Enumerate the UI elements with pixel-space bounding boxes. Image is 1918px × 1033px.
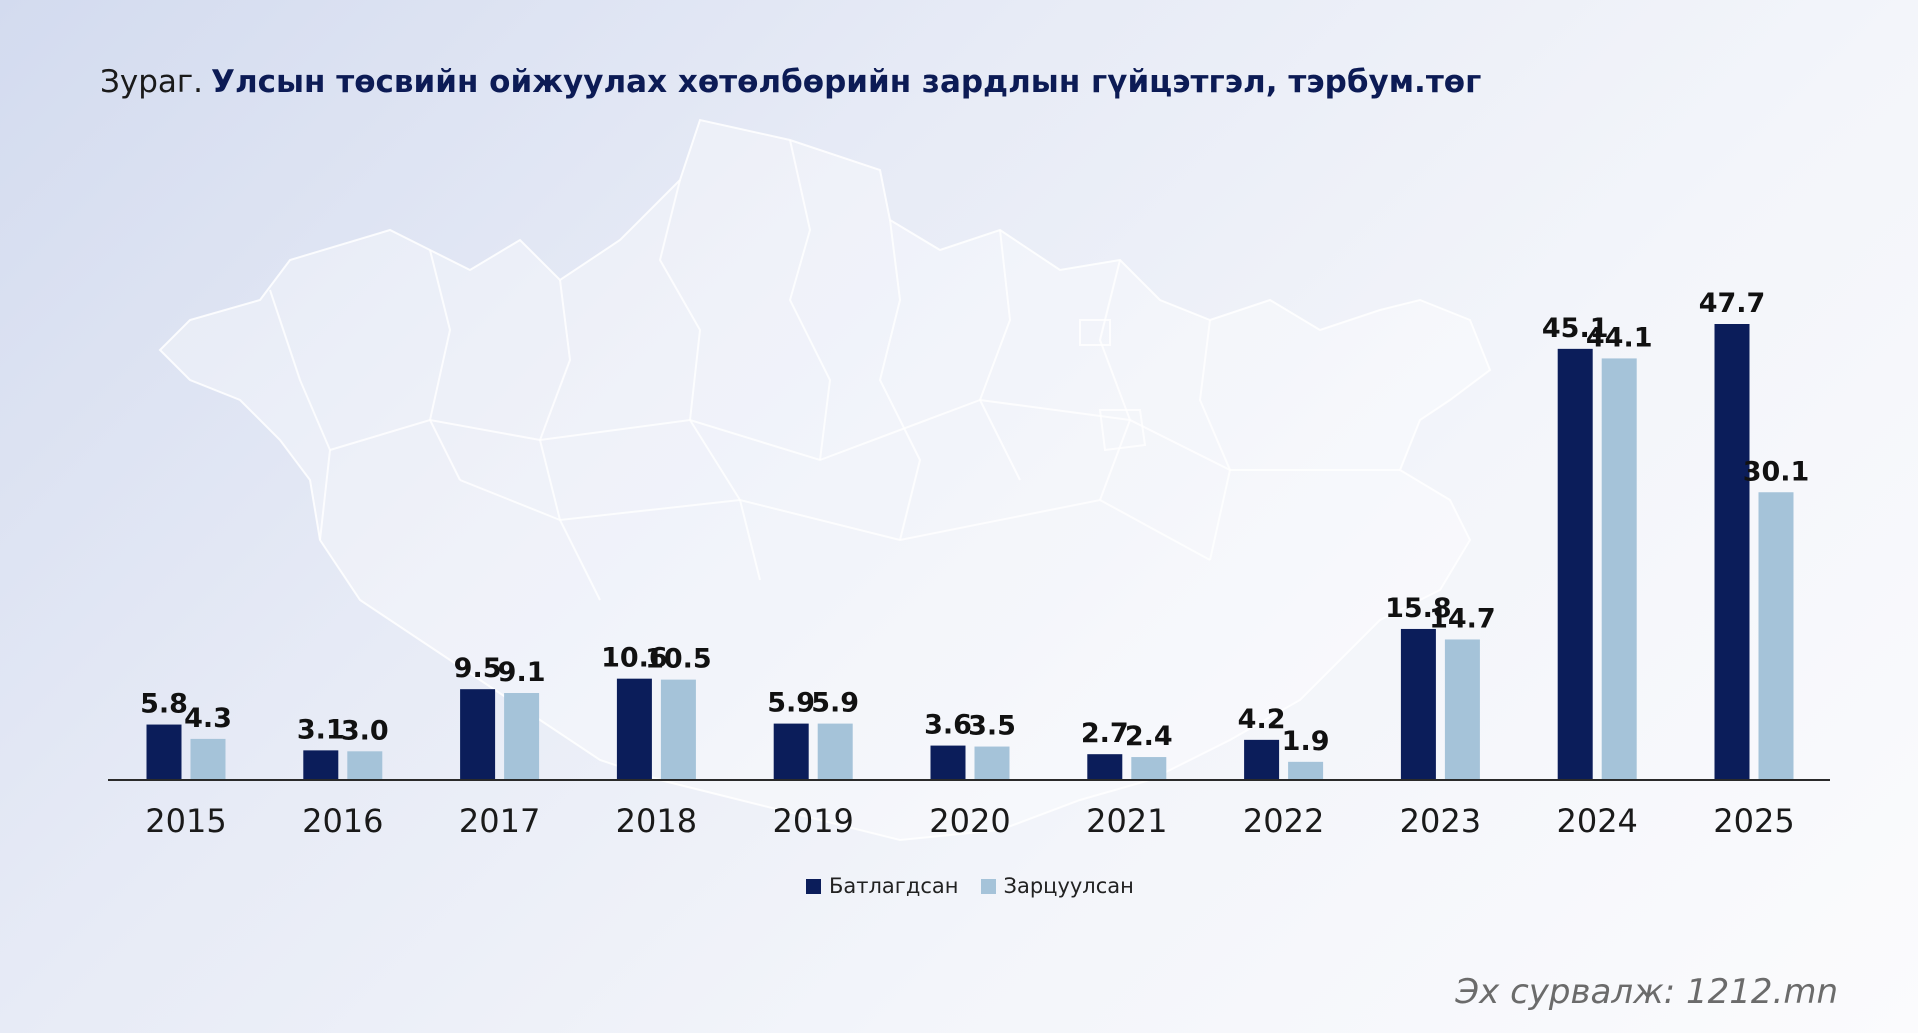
value-label-spent-2016: 3.0	[341, 715, 389, 746]
bar-approved-2020	[930, 745, 966, 780]
value-label-approved-2021: 2.7	[1081, 718, 1129, 749]
bar-approved-2024	[1557, 348, 1593, 780]
bars-group	[146, 324, 1794, 780]
bar-approved-2023	[1400, 628, 1436, 780]
bar-approved-2019	[773, 723, 809, 780]
value-label-approved-2018: 10.6	[601, 643, 668, 674]
value-label-approved-2016: 3.1	[297, 714, 345, 745]
x-tick-2020: 2020	[929, 802, 1010, 840]
x-tick-2025: 2025	[1713, 802, 1794, 840]
value-label-spent-2019: 5.9	[811, 688, 859, 719]
value-label-spent-2020: 3.5	[968, 711, 1016, 742]
x-tick-2019: 2019	[772, 802, 853, 840]
bar-spent-2016	[347, 751, 383, 780]
legend-item-spent: Зарцуулсан	[980, 874, 1134, 898]
value-label-approved-2015: 5.8	[140, 689, 188, 720]
bar-spent-2019	[817, 723, 853, 780]
bar-spent-2023	[1444, 639, 1480, 780]
value-label-approved-2017: 9.5	[454, 653, 502, 684]
x-axis-tick-labels: 2015 2016 2017 2018 2019 2020 2021 2022 2023 2024…	[145, 802, 1794, 840]
value-label-approved-2024: 45.1	[1542, 313, 1609, 344]
bar-spent-2021	[1131, 757, 1167, 780]
value-label-spent-2021: 2.4	[1125, 721, 1173, 752]
legend-swatch-approved	[806, 878, 821, 894]
chart-title: Зураг. Улсын төсвийн ойжуулах хөтөлбөрийн…	[100, 64, 1481, 100]
legend-swatch-spent	[980, 878, 996, 894]
x-tick-2018: 2018	[616, 802, 697, 840]
bar-spent-2020	[974, 746, 1010, 780]
source-note: Эх сурвалж: 1212.mn	[1455, 972, 1838, 1012]
value-label-spent-2025: 30.1	[1743, 456, 1810, 487]
x-tick-2017: 2017	[459, 802, 540, 840]
bar-approved-2018	[616, 678, 652, 780]
legend-item-approved: Батлагдсан	[806, 874, 959, 898]
legend-label-spent: Зарцуулсан	[1003, 874, 1134, 898]
x-tick-2023: 2023	[1400, 802, 1481, 840]
bar-approved-2021	[1087, 754, 1123, 780]
bar-approved-2016	[303, 750, 339, 780]
x-tick-2016: 2016	[302, 802, 383, 840]
bar-spent-2022	[1288, 761, 1324, 780]
x-tick-2015: 2015	[145, 802, 226, 840]
bar-spent-2018	[660, 679, 696, 780]
value-label-approved-2023: 15.8	[1385, 593, 1452, 624]
bar-approved-2015	[146, 724, 182, 780]
bar-approved-2022	[1244, 739, 1280, 780]
value-label-approved-2020: 3.6	[924, 710, 972, 741]
bar-approved-2025	[1714, 324, 1750, 780]
value-label-spent-2024: 44.1	[1586, 322, 1653, 353]
value-label-spent-2017: 9.1	[498, 657, 546, 688]
bar-spent-2017	[504, 693, 540, 780]
x-tick-2021: 2021	[1086, 802, 1167, 840]
value-label-spent-2023: 14.7	[1429, 603, 1496, 634]
x-tick-2024: 2024	[1556, 802, 1637, 840]
chart-title-main: Улсын төсвийн ойжуулах хөтөлбөрийн зардл…	[211, 64, 1482, 100]
bar-spent-2015	[190, 738, 226, 780]
chart-title-prefix: Зураг.	[100, 64, 204, 100]
legend-label-approved: Батлагдсан	[829, 874, 959, 898]
value-label-spent-2018: 10.5	[645, 644, 712, 675]
x-tick-2022: 2022	[1243, 802, 1324, 840]
value-labels-group: 5.84.3 3.13.0 9.59.1 10.610.5 5.95.9 3.63.5 2.…	[140, 288, 1809, 757]
value-label-approved-2022: 4.2	[1238, 704, 1286, 735]
value-label-approved-2025: 47.7	[1699, 288, 1766, 319]
chart-legend: Батлагдсан Зарцуулсан	[806, 874, 1156, 898]
value-label-approved-2019: 5.9	[767, 688, 815, 719]
value-label-spent-2015: 4.3	[184, 703, 232, 734]
bar-spent-2025	[1758, 492, 1794, 780]
bar-approved-2017	[460, 689, 496, 780]
value-label-spent-2022: 1.9	[1282, 726, 1330, 757]
bar-spent-2024	[1601, 358, 1637, 780]
